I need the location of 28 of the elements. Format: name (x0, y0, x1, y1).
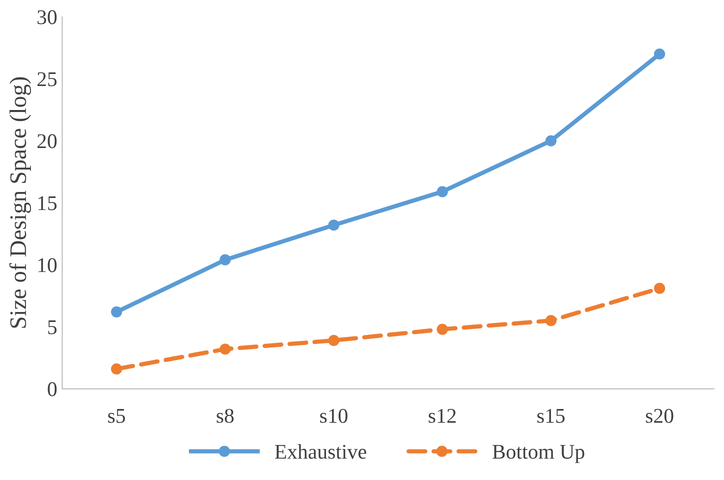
point (328, 220, 340, 231)
point (220, 344, 231, 355)
x-tick-label: s20 (646, 408, 674, 423)
y-tick-label: 30 (38, 10, 57, 24)
y-tick-label: 0 (48, 382, 57, 396)
point (328, 334, 340, 346)
point (545, 315, 557, 326)
x-tick-label: s15 (537, 408, 565, 423)
legend-label: Bottom Up (492, 444, 584, 464)
y-tick-label: 20 (37, 134, 57, 148)
x-tick-label: s10 (320, 408, 348, 423)
y-tick-label: 5 (48, 320, 57, 334)
point (654, 48, 666, 60)
point (654, 282, 666, 294)
point (436, 324, 448, 335)
y-tick-label: 25 (37, 72, 57, 86)
point (220, 254, 231, 266)
y-axis-title: Size of Design Space (log) (9, 77, 32, 328)
x-tick-label: s8 (216, 408, 234, 423)
point (545, 135, 557, 146)
y-tick-label: 15 (38, 196, 57, 210)
point (111, 363, 122, 375)
x-tick-label: s5 (108, 409, 126, 423)
point (436, 186, 448, 198)
y-tick-label: 10 (38, 258, 57, 272)
x-tick-label: s12 (428, 408, 456, 423)
point (111, 306, 122, 318)
legend-label: Exhaustive (274, 444, 366, 459)
